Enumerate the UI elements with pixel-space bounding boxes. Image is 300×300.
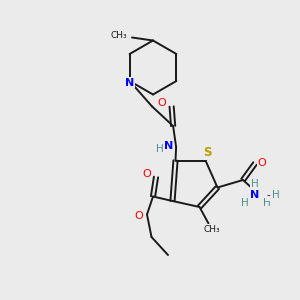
Text: N: N [164,140,173,151]
Text: O: O [134,211,143,221]
Text: CH₃: CH₃ [111,32,128,40]
Text: S: S [203,146,211,160]
Text: CH₃: CH₃ [203,225,220,234]
Text: O: O [257,158,266,169]
Text: N: N [250,190,260,200]
Text: N: N [250,190,260,200]
Text: O: O [158,98,166,109]
Text: -: - [267,190,270,200]
Text: H: H [262,197,270,208]
Text: H: H [272,190,280,200]
Text: H: H [241,197,248,208]
Text: H: H [156,143,164,154]
Text: N: N [125,77,134,88]
Text: O: O [142,169,152,179]
Text: H: H [251,179,259,189]
